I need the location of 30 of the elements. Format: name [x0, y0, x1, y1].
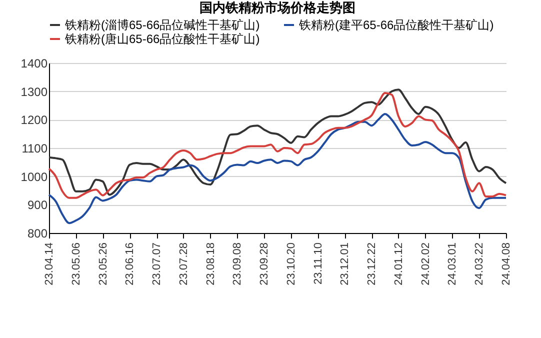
x-tick-label: 23.05.06: [70, 242, 82, 286]
x-tick-label: 24.03.22: [474, 242, 486, 286]
y-tick-label: 1100: [22, 142, 48, 156]
x-tick-label: 23.05.26: [97, 242, 110, 286]
x-tick-label: 23.12.01: [339, 242, 352, 286]
y-tick-label: 900: [27, 198, 48, 212]
x-tick-label: 23.09.28: [258, 242, 271, 286]
x-tick-label: 23.04.14: [44, 242, 56, 286]
y-tick-label: 1400: [20, 56, 48, 70]
x-tick-label: 23.11.10: [312, 242, 324, 285]
x-tick-label: 23.07.28: [178, 242, 190, 286]
chart-title: 国内铁精粉市场价格走势图: [200, 0, 356, 15]
y-tick-label: 1200: [20, 113, 48, 128]
legend-label: 铁精粉(建平65-66品位酸性干基矿山): [298, 18, 494, 32]
line-series: [48, 113, 507, 224]
legend-label: 铁精粉(淄博65-66品位碱性干基矿山): [64, 18, 260, 32]
x-tick-label: 23.12.22: [366, 242, 378, 286]
x-tick-label: 23.09.08: [232, 242, 244, 286]
x-tick-label: 24.04.08: [500, 242, 512, 286]
x-tick-label: 23.07.07: [151, 242, 164, 286]
x-tick-label: 23.10.20: [285, 242, 298, 286]
legend-label: 铁精粉(唐山65-66品位酸性干基矿山): [64, 32, 260, 46]
x-tick-label: 24.02.02: [420, 242, 432, 286]
y-tick-label: 800: [27, 226, 48, 240]
x-tick-label: 24.01.12: [392, 242, 405, 286]
x-tick-label: 23.06.16: [124, 242, 136, 286]
y-tick-label: 1000: [20, 170, 48, 184]
y-tick-label: 1300: [20, 84, 48, 99]
x-tick-label: 23.08.18: [204, 242, 217, 286]
x-tick-label: 24.03.01: [446, 242, 459, 286]
